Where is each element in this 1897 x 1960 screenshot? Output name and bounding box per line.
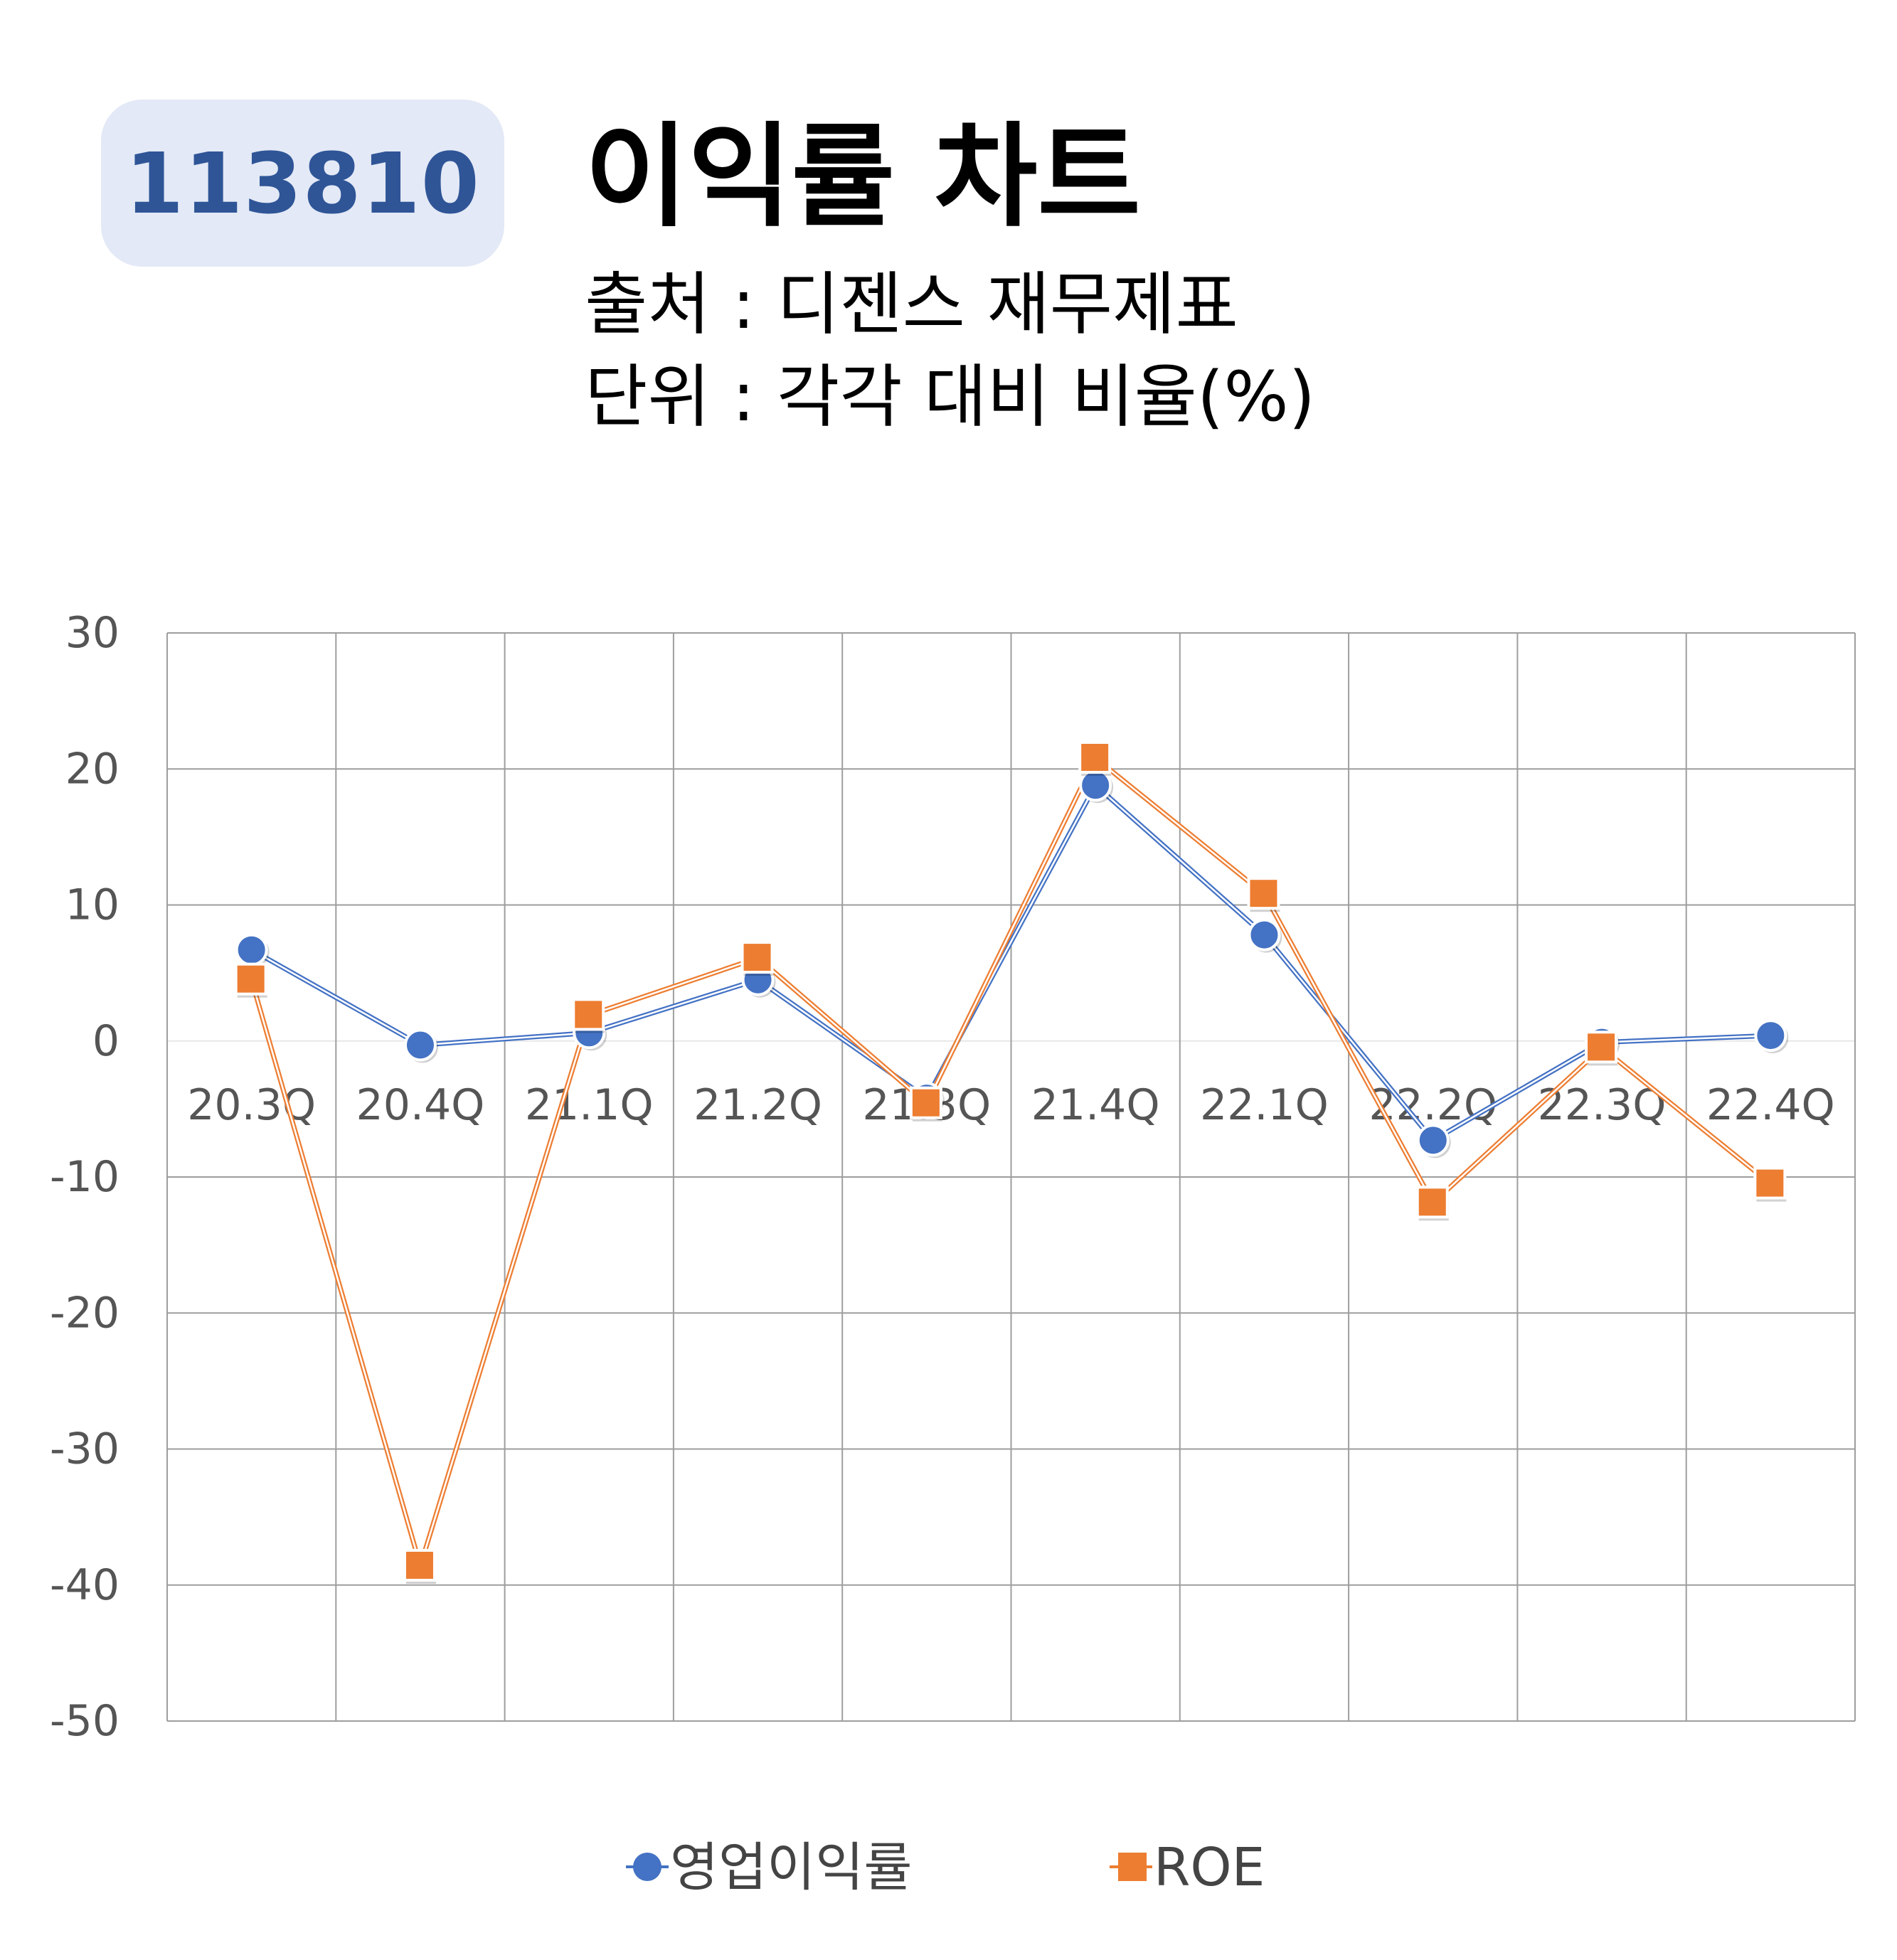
- data-point: [1248, 918, 1281, 952]
- y-tick-label: 0: [92, 1016, 119, 1066]
- y-tick-label: -10: [50, 1152, 119, 1202]
- y-tick-label: -30: [50, 1424, 119, 1474]
- data-point: [740, 941, 774, 974]
- data-point: [1753, 1166, 1787, 1200]
- source-line: 출처 : 디젠스 재무제표: [585, 265, 1238, 344]
- legend-item: 영업이익률: [626, 1837, 912, 1898]
- data-point: [1416, 1124, 1450, 1157]
- data-point: [403, 1028, 437, 1062]
- data-point: [1415, 1186, 1449, 1219]
- x-tick-label: 20.3Q: [187, 1080, 316, 1130]
- data-point: [1078, 740, 1112, 774]
- data-point: [1247, 877, 1280, 910]
- data-point: [909, 1086, 942, 1119]
- data-point: [403, 1548, 436, 1582]
- x-tick-label: 21.2Q: [694, 1080, 822, 1130]
- unit-line: 단위 : 각각 대비 비율(%): [585, 357, 1316, 437]
- y-tick-label: -20: [50, 1288, 119, 1338]
- stock-code-badge: 113810: [101, 100, 504, 267]
- series-line-highlight: [250, 757, 1772, 1567]
- data-point: [1585, 1030, 1618, 1064]
- legend-marker: [633, 1853, 661, 1881]
- legend-label: ROE: [1154, 1837, 1265, 1898]
- stock-code: 113810: [125, 134, 480, 233]
- x-tick-label: 22.1Q: [1200, 1080, 1329, 1130]
- data-point: [234, 962, 267, 996]
- data-point: [1754, 1019, 1787, 1053]
- y-tick-label: -50: [50, 1696, 119, 1746]
- series-line-highlight: [251, 784, 1771, 1141]
- data-point: [572, 998, 605, 1031]
- legend-label: 영업이익률: [670, 1837, 912, 1898]
- y-tick-label: 20: [65, 744, 119, 794]
- legend-item: ROE: [1110, 1837, 1265, 1898]
- chart-title: 이익률 차트: [585, 112, 1141, 243]
- x-tick-label: 22.4Q: [1706, 1080, 1835, 1130]
- x-tick-label: 21.1Q: [525, 1080, 654, 1130]
- data-point: [235, 933, 268, 966]
- y-tick-label: 10: [65, 880, 119, 930]
- y-tick-label: 30: [65, 608, 119, 658]
- legend-marker: [1118, 1853, 1147, 1881]
- x-tick-label: 21.4Q: [1031, 1080, 1160, 1130]
- x-tick-label: 20.4Q: [356, 1080, 485, 1130]
- y-tick-label: -40: [50, 1560, 119, 1610]
